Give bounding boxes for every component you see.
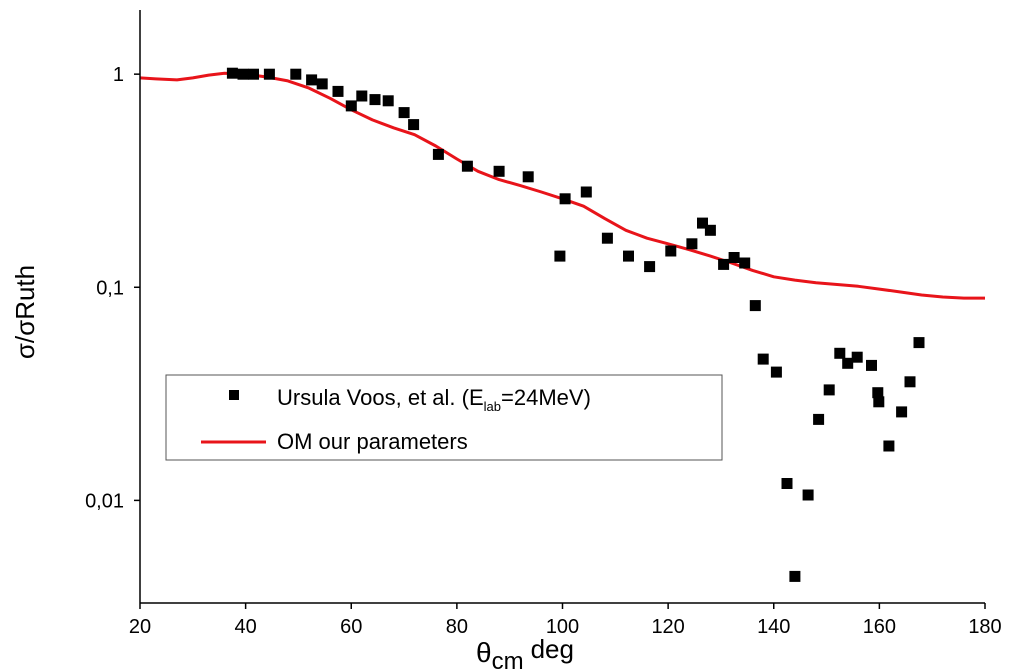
data-point <box>770 366 782 378</box>
data-point <box>866 359 877 371</box>
y-axis-ticks: 0,01 0,1 1 <box>85 64 140 512</box>
data-point <box>686 238 698 250</box>
data-point <box>601 232 613 244</box>
x-tick-label: 20 <box>129 616 151 638</box>
data-point <box>704 224 716 236</box>
x-axis-title-unit: deg <box>531 634 574 664</box>
legend-label-data-prefix: Ursula Voos, et al. (E <box>277 385 484 410</box>
data-point <box>883 440 895 452</box>
data-point <box>697 217 708 229</box>
legend: Ursula Voos, et al. (Elab=24MeV) OM our … <box>165 374 723 461</box>
data-point <box>834 347 846 359</box>
data-point <box>913 337 925 349</box>
data-point <box>432 148 444 160</box>
series-line-om-our-parameters <box>139 71 985 300</box>
data-point <box>718 258 730 270</box>
data-point <box>823 384 835 396</box>
data-point <box>789 570 801 582</box>
x-tick-label: 120 <box>651 616 684 638</box>
x-tick-label: 140 <box>757 616 790 638</box>
x-tick-label: 40 <box>235 616 257 638</box>
data-point <box>559 193 571 205</box>
data-point <box>316 78 328 90</box>
data-point <box>408 119 420 131</box>
data-point <box>356 90 368 102</box>
y-tick-label: 0,1 <box>96 277 124 299</box>
x-axis-title-subscript: cm <box>492 648 524 670</box>
data-point <box>554 250 566 262</box>
y-tick-label: 1 <box>113 64 124 86</box>
data-point <box>749 300 761 312</box>
x-axis-ticks: 20 40 60 80 100 120 140 160 180 <box>129 603 1002 638</box>
data-point <box>398 107 410 119</box>
data-point <box>306 74 318 86</box>
data-point <box>896 406 908 418</box>
x-axis-title-symbol: θ <box>476 637 492 668</box>
data-point <box>369 94 381 106</box>
x-tick-label: 80 <box>446 616 468 638</box>
legend-label-data-suffix: =24MeV) <box>501 385 591 410</box>
x-axis-title: θcm deg <box>476 634 574 670</box>
data-point <box>580 186 592 198</box>
data-point <box>623 250 634 262</box>
data-point <box>522 171 534 183</box>
plot-area <box>139 67 985 582</box>
data-point <box>290 68 302 80</box>
legend-label-model: OM our parameters <box>277 429 468 454</box>
data-point <box>904 376 916 388</box>
legend-label-data-subscript: lab <box>484 399 501 414</box>
x-tick-label: 100 <box>546 616 579 638</box>
data-point <box>493 165 505 177</box>
legend-box <box>165 374 723 461</box>
data-point <box>851 351 863 363</box>
axes <box>139 10 985 604</box>
data-point <box>263 68 275 80</box>
data-point <box>226 67 238 79</box>
y-axis-title: σ/σRuth <box>10 265 40 359</box>
data-point <box>644 261 656 273</box>
data-point <box>345 100 357 112</box>
data-point <box>781 478 793 489</box>
data-point <box>382 95 394 107</box>
x-tick-label: 180 <box>968 616 1001 638</box>
x-tick-label: 60 <box>340 616 362 638</box>
data-point <box>728 252 740 263</box>
y-tick-label: 0,01 <box>85 490 124 512</box>
legend-marker-square <box>229 390 239 400</box>
data-point <box>757 353 769 365</box>
data-point <box>332 85 344 97</box>
data-point <box>873 396 885 408</box>
legend-label-data: Ursula Voos, et al. (Elab=24MeV) <box>277 385 591 414</box>
data-point <box>842 357 854 369</box>
data-point <box>739 257 751 269</box>
data-point <box>813 413 825 425</box>
data-point <box>665 245 677 257</box>
data-point <box>237 68 249 80</box>
data-point <box>802 489 814 501</box>
data-point <box>248 68 259 80</box>
x-tick-label: 160 <box>863 616 896 638</box>
data-point <box>461 160 473 172</box>
data-point <box>872 387 884 399</box>
